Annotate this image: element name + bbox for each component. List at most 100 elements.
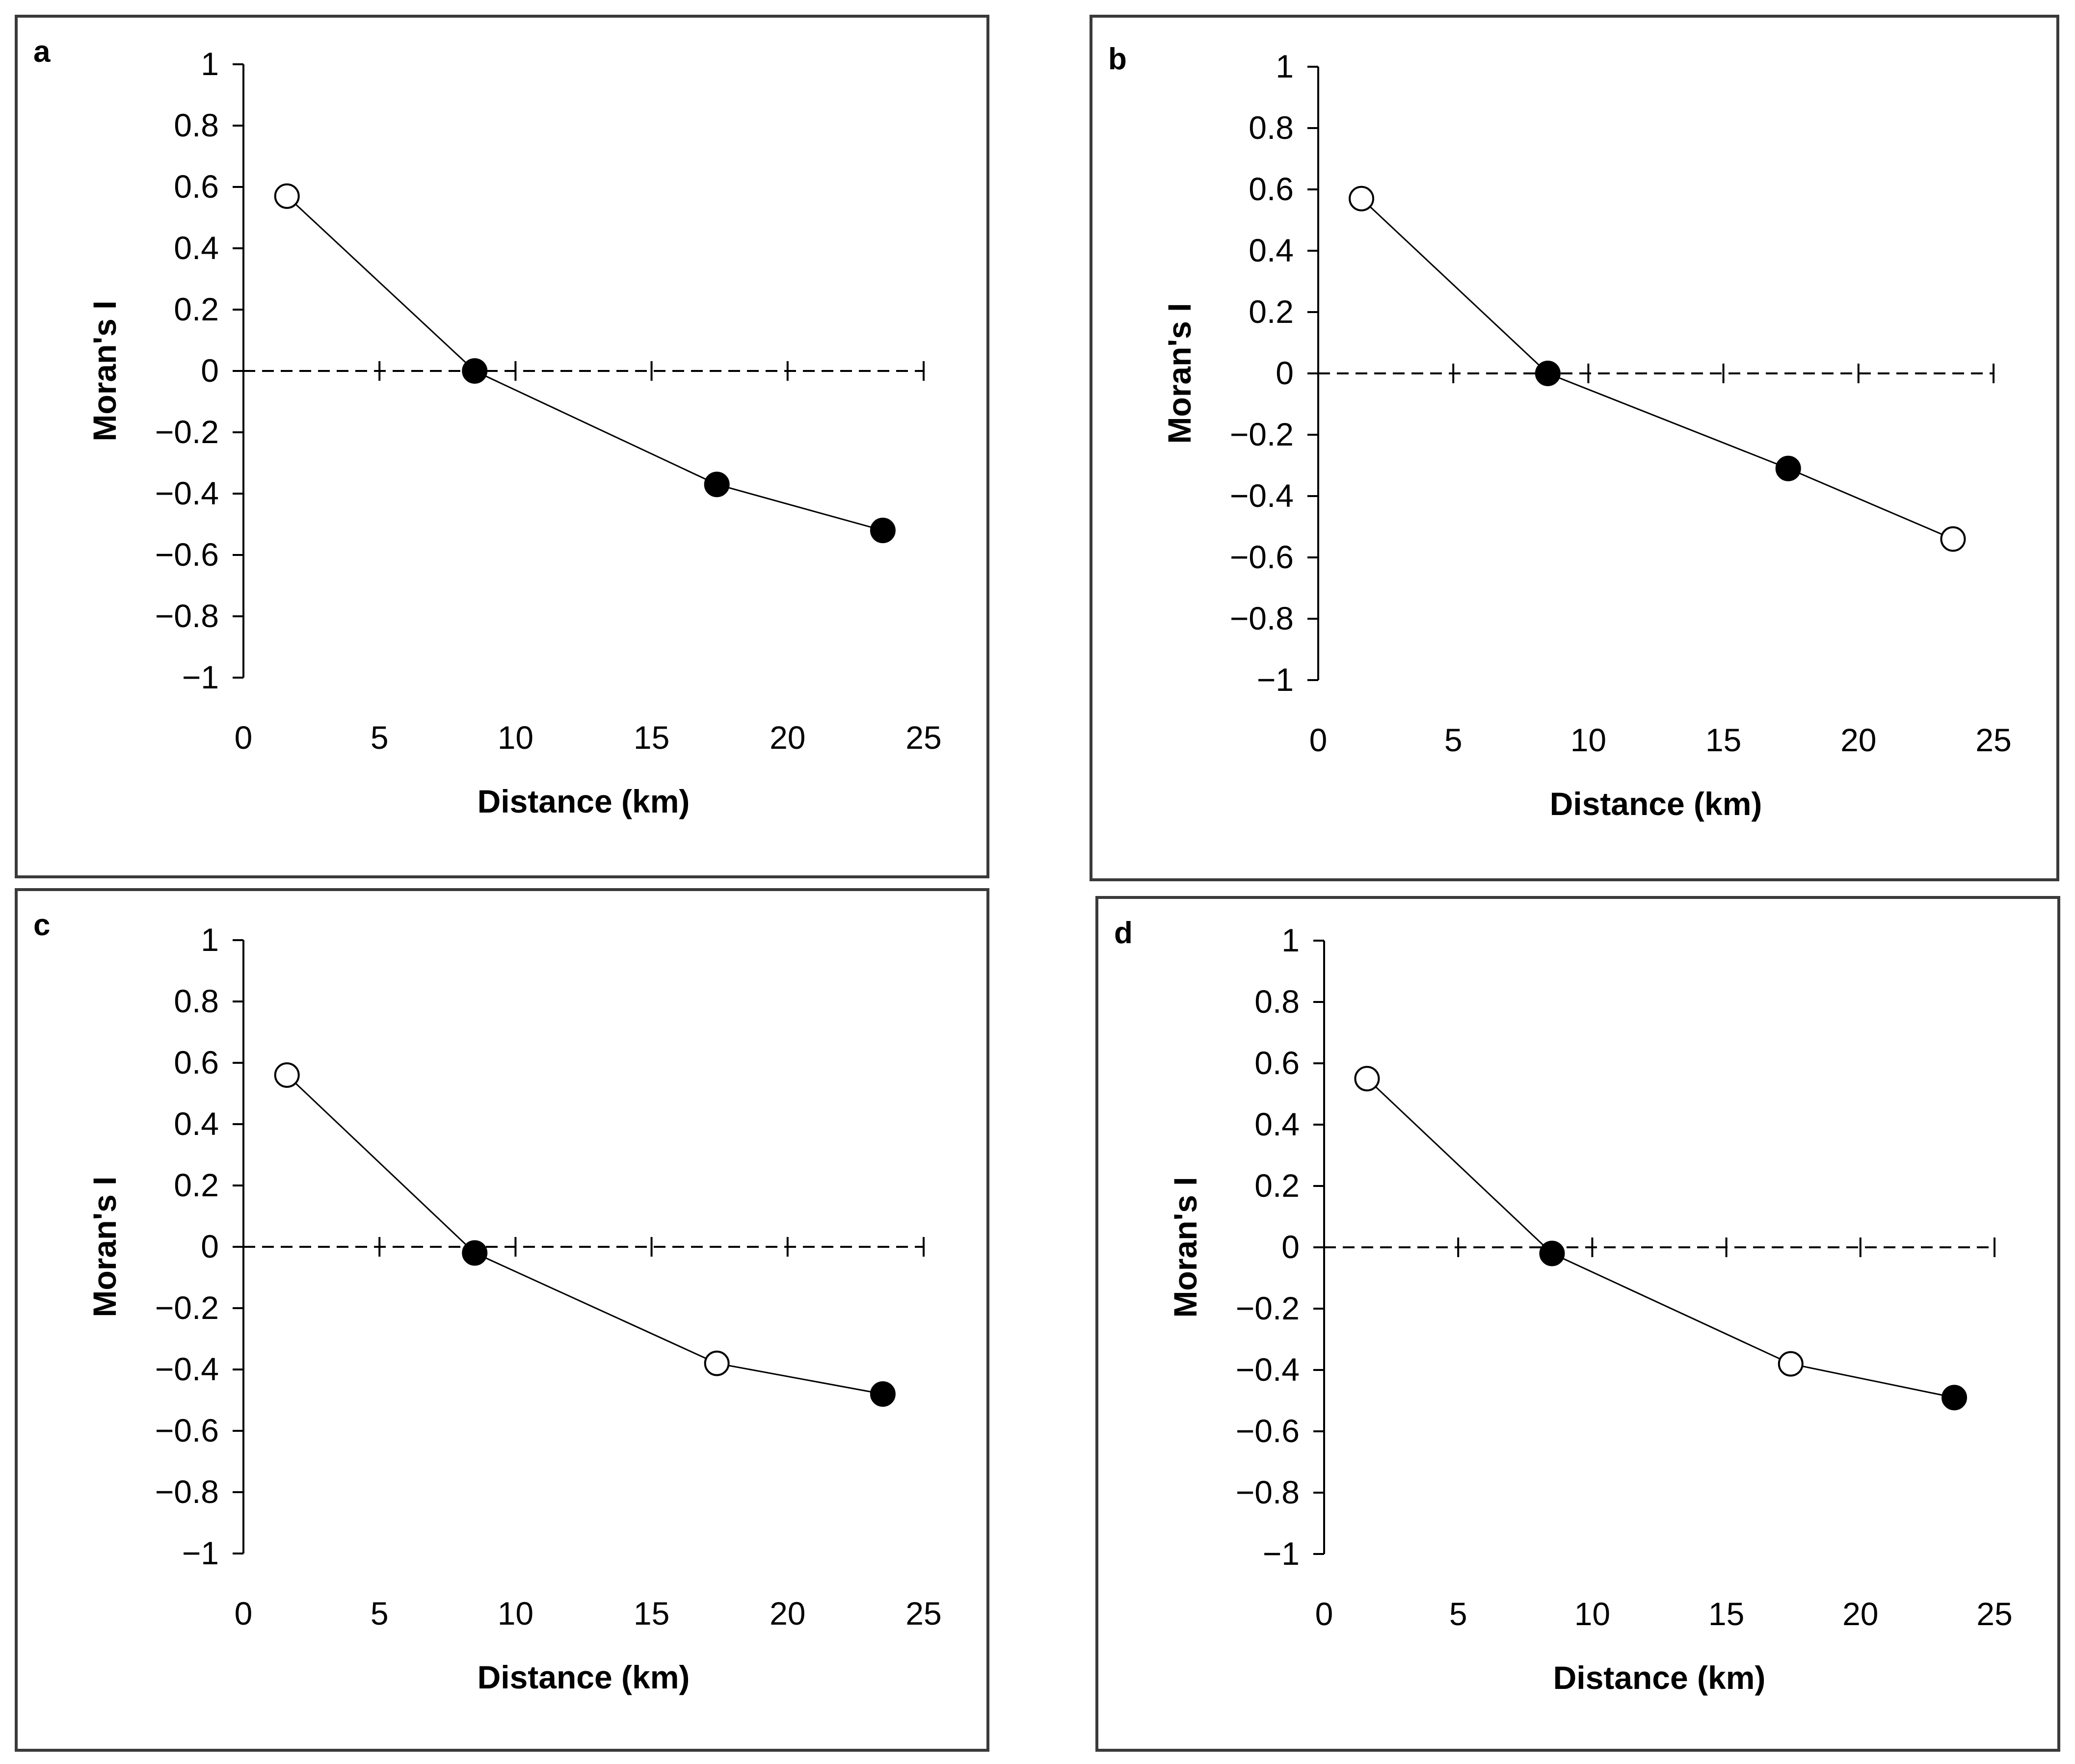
y-tick-label: 0.4	[1249, 232, 1294, 268]
chart-svg: d 1 0.8 0.6 0.4 0.2 0 −0.2 −0.4 −0.6 −0.8 −1 0 5 10 15 2…	[1114, 916, 2013, 1696]
x-tick-label: 0	[235, 1595, 253, 1632]
x-tick-label: 5	[1444, 722, 1463, 758]
data-point-nonsignificant	[1349, 185, 1375, 211]
chart-svg: a 1 0.8 0.6 0.4 0.2 0 −0.2 −0.4 −0.6 −0.8 −1 0 5 10 15 2…	[33, 35, 942, 819]
y-tick-label: −0.6	[155, 536, 219, 573]
y-tick-label: −1	[182, 1535, 219, 1571]
y-axis-title: Moran's I	[1167, 1177, 1203, 1317]
panel-d: d 1 0.8 0.6 0.4 0.2 0 −0.2 −0.4 −0.6 −0.8 −1 0 5 10 15 2…	[1095, 896, 2060, 1752]
y-tick-label: 0	[1281, 1229, 1300, 1265]
panel-a: a 1 0.8 0.6 0.4 0.2 0 −0.2 −0.4 −0.6 −0.8 −1 0 5 10 15 2…	[15, 15, 989, 878]
y-tick-label: 0.8	[1249, 109, 1294, 146]
panel-label: d	[1114, 916, 1133, 950]
data-point-nonsignificant	[1778, 1351, 1804, 1377]
data-point-significant	[870, 1381, 896, 1407]
y-tick-label: 1	[201, 46, 219, 82]
y-tick-label: 0.6	[174, 1044, 219, 1080]
data-point-nonsignificant	[274, 183, 300, 209]
x-tick-label: 0	[235, 719, 253, 756]
x-tick-label: 25	[1976, 1596, 2012, 1632]
x-tick-label: 10	[1570, 722, 1606, 758]
y-tick-label: −0.8	[155, 598, 219, 634]
x-axis-title: Distance (km)	[478, 1659, 690, 1695]
y-tick-label: −1	[182, 659, 219, 695]
data-point-nonsignificant	[274, 1062, 300, 1088]
y-tick-label: −0.2	[1236, 1290, 1300, 1326]
data-point-significant	[704, 472, 730, 498]
y-tick-label: 0	[201, 352, 219, 389]
y-axis-title: Moran's I	[86, 300, 123, 441]
y-tick-label: −0.8	[155, 1474, 219, 1510]
x-tick-label: 10	[1574, 1596, 1610, 1632]
y-tick-label: −0.6	[1230, 539, 1294, 575]
y-tick-label: 0.4	[174, 230, 219, 266]
y-tick-label: 1	[201, 921, 219, 958]
y-tick-label: 0.8	[1254, 983, 1300, 1020]
x-tick-label: 5	[371, 719, 389, 756]
panel-label: b	[1108, 42, 1127, 76]
y-tick-label: 0.8	[174, 107, 219, 143]
x-tick-label: 5	[1449, 1596, 1467, 1632]
data-point-nonsignificant	[704, 1350, 730, 1376]
x-tick-label: 15	[1705, 722, 1741, 758]
x-axis-title: Distance (km)	[1550, 786, 1762, 822]
data-point-significant	[1775, 455, 1801, 481]
panel-b: b 1 0.8 0.6 0.4 0.2 0 −0.2 −0.4 −0.6 −0.8 −1 0 5 10 15 2…	[1090, 15, 2059, 881]
y-tick-label: −0.4	[155, 1351, 219, 1387]
y-tick-label: −1	[1257, 661, 1294, 698]
y-tick-label: −1	[1263, 1535, 1300, 1572]
y-tick-label: 0.6	[1249, 171, 1294, 207]
y-tick-label: −0.2	[1230, 416, 1294, 452]
y-tick-label: −0.8	[1236, 1474, 1300, 1510]
data-point-significant	[1535, 361, 1561, 386]
y-tick-label: 0.6	[1254, 1045, 1300, 1081]
x-tick-label: 20	[1842, 1596, 1878, 1632]
y-tick-label: −0.8	[1230, 600, 1294, 636]
x-tick-label: 20	[770, 719, 805, 756]
x-tick-label: 20	[770, 1595, 805, 1632]
y-tick-label: 0.8	[174, 983, 219, 1019]
x-tick-label: 25	[1975, 722, 2011, 758]
y-tick-label: −0.4	[1236, 1351, 1300, 1388]
series-line	[286, 1074, 883, 1395]
x-tick-label: 10	[498, 1595, 533, 1632]
data-point-significant	[870, 518, 896, 543]
x-tick-label: 15	[1708, 1596, 1744, 1632]
y-tick-label: 1	[1281, 922, 1300, 958]
y-tick-label: 0	[1276, 355, 1294, 391]
data-point-significant	[462, 358, 488, 384]
y-axis-title: Moran's I	[86, 1176, 123, 1317]
x-tick-label: 25	[905, 719, 941, 756]
series-line	[1361, 198, 1954, 540]
data-point-significant	[1942, 1385, 1968, 1411]
y-tick-label: −0.4	[1230, 477, 1294, 514]
y-axis-title: Moran's I	[1161, 303, 1197, 444]
x-axis-title: Distance (km)	[1553, 1659, 1766, 1696]
y-tick-label: 0	[201, 1228, 219, 1264]
y-tick-label: 1	[1276, 48, 1294, 84]
x-tick-label: 0	[1315, 1596, 1333, 1632]
y-tick-label: −0.2	[155, 1290, 219, 1326]
y-tick-label: 0.2	[1249, 293, 1294, 330]
y-tick-label: −0.6	[155, 1412, 219, 1448]
data-point-nonsignificant	[1354, 1066, 1380, 1092]
y-tick-label: 0.2	[174, 291, 219, 327]
data-point-significant	[1539, 1240, 1565, 1266]
y-tick-label: 0.4	[174, 1106, 219, 1142]
x-tick-label: 5	[371, 1595, 389, 1632]
y-tick-label: 0.4	[1254, 1106, 1300, 1142]
y-tick-label: −0.4	[155, 475, 219, 511]
data-point-significant	[462, 1240, 488, 1266]
panel-label: a	[33, 35, 51, 69]
panel-c: c 1 0.8 0.6 0.4 0.2 0 −0.2 −0.4 −0.6 −0.8 −1 0 5 10 15 2…	[15, 888, 989, 1752]
x-tick-label: 0	[1309, 722, 1328, 758]
x-tick-label: 15	[634, 719, 669, 756]
y-tick-label: −0.2	[155, 414, 219, 450]
chart-svg: b 1 0.8 0.6 0.4 0.2 0 −0.2 −0.4 −0.6 −0.8 −1 0 5 10 15 2…	[1108, 42, 2012, 822]
x-tick-label: 15	[634, 1595, 669, 1632]
series-line	[286, 195, 883, 531]
y-tick-label: −0.6	[1236, 1413, 1300, 1449]
panel-label: c	[33, 908, 50, 942]
series-line	[1366, 1078, 1955, 1398]
x-axis-title: Distance (km)	[478, 783, 690, 819]
